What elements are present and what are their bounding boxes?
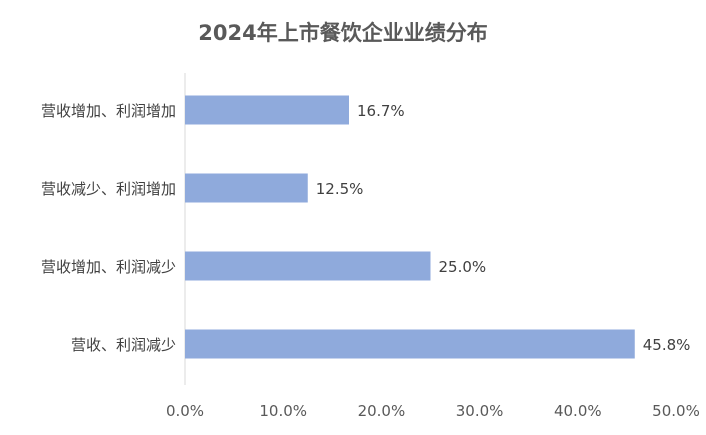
category-label-3: 营收增加、利润减少 [41, 258, 176, 276]
x-tick-label-5: 40.0% [554, 402, 602, 420]
bars-layer [185, 95, 635, 359]
data-label-2: 12.5% [316, 180, 364, 198]
category-label-4: 营收、利润减少 [71, 336, 176, 354]
data-label-1: 16.7% [357, 102, 405, 120]
x-tick-label-1: 0.0% [166, 402, 204, 420]
chart-title: 2024年上市餐饮企业业绩分布 [198, 21, 487, 45]
bar-4 [185, 329, 635, 359]
bar-1 [185, 95, 349, 125]
x-tick-label-2: 10.0% [259, 402, 307, 420]
bar-2 [185, 173, 308, 203]
bar-3 [185, 251, 431, 281]
x-tick-label-3: 20.0% [358, 402, 406, 420]
x-tick-label-6: 50.0% [652, 402, 700, 420]
x-tick-label-4: 30.0% [456, 402, 504, 420]
x-axis-ticks: 0.0% 10.0% 20.0% 30.0% 40.0% 50.0% [166, 402, 700, 420]
data-label-4: 45.8% [643, 336, 691, 354]
category-label-2: 营收减少、利润增加 [41, 180, 176, 198]
category-label-1: 营收增加、利润增加 [41, 102, 176, 120]
data-labels: 16.7% 12.5% 25.0% 45.8% [316, 102, 691, 354]
data-label-3: 25.0% [439, 258, 487, 276]
